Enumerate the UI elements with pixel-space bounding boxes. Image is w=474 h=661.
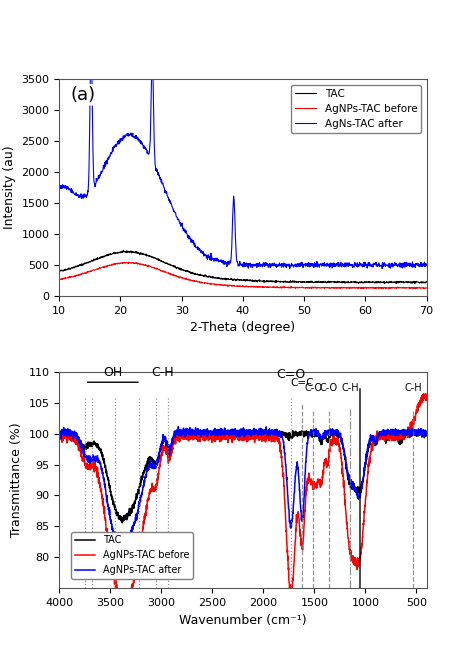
TAC [216, 274, 222, 282]
AgNs-TAC after [88, 39, 94, 47]
TAC [235, 430, 241, 438]
AgNPs-TAC before [226, 434, 231, 442]
X-axis label: Wavenumber (cm⁻¹): Wavenumber (cm⁻¹) [179, 613, 307, 627]
Text: C-H: C-H [341, 383, 359, 393]
Text: OH: OH [103, 366, 122, 379]
AgNPs-TAC after [236, 428, 241, 436]
TAC [257, 277, 263, 285]
AgNPs-TAC before [120, 600, 126, 607]
TAC [250, 276, 255, 284]
AgNPs-TAC before [126, 258, 131, 266]
AgNPs-TAC before [346, 538, 352, 546]
AgNPs-TAC after [413, 430, 419, 438]
TAC [226, 430, 231, 438]
TAC [346, 479, 352, 486]
Line: TAC: TAC [59, 251, 427, 284]
Y-axis label: Transmittance (%): Transmittance (%) [10, 422, 23, 537]
AgNs-TAC after [216, 256, 222, 264]
AgNs-TAC after [118, 136, 124, 144]
TAC [75, 441, 81, 449]
Text: C-O: C-O [319, 383, 337, 393]
AgNs-TAC after [257, 262, 263, 270]
AgNPs-TAC before [381, 285, 386, 293]
Line: AgNPs-TAC before: AgNPs-TAC before [59, 262, 427, 289]
TAC [181, 266, 186, 274]
Text: C-O: C-O [304, 383, 322, 393]
Text: C-H: C-H [151, 366, 173, 379]
Line: AgNPs-TAC after: AgNPs-TAC after [59, 426, 427, 548]
AgNPs-TAC after [413, 427, 419, 435]
Line: TAC: TAC [59, 429, 427, 523]
TAC [56, 431, 62, 439]
AgNPs-TAC after [175, 422, 181, 430]
TAC [394, 280, 400, 288]
AgNPs-TAC before [250, 283, 255, 291]
TAC [119, 519, 125, 527]
AgNPs-TAC before [105, 262, 111, 270]
TAC [118, 248, 124, 256]
Legend: TAC, AgNPs-TAC before, AgNPs-TAC after: TAC, AgNPs-TAC before, AgNPs-TAC after [72, 531, 193, 579]
AgNs-TAC after [181, 227, 186, 235]
X-axis label: 2-Theta (degree): 2-Theta (degree) [191, 321, 295, 334]
TAC [424, 429, 429, 437]
AgNPs-TAC after [424, 429, 429, 437]
TAC [413, 428, 419, 436]
AgNs-TAC after [250, 262, 255, 270]
Y-axis label: Intensity (au): Intensity (au) [3, 146, 16, 229]
AgNs-TAC after [56, 185, 62, 193]
AgNPs-TAC before [181, 274, 186, 282]
TAC [413, 430, 419, 438]
AgNPs-TAC before [118, 259, 124, 267]
AgNPs-TAC before [56, 433, 62, 441]
Text: C-H: C-H [404, 383, 422, 393]
AgNPs-TAC before [424, 284, 429, 292]
TAC [313, 425, 319, 433]
AgNPs-TAC after [75, 436, 81, 444]
Text: C=C: C=C [291, 378, 314, 389]
AgNPs-TAC after [56, 428, 62, 436]
Line: AgNs-TAC after: AgNs-TAC after [59, 43, 427, 268]
AgNPs-TAC before [75, 440, 81, 448]
AgNPs-TAC before [257, 282, 263, 290]
TAC [424, 278, 429, 286]
TAC [120, 247, 126, 254]
AgNPs-TAC after [118, 544, 124, 552]
AgNs-TAC after [424, 261, 429, 269]
AgNs-TAC after [379, 264, 385, 272]
Text: (b): (b) [140, 555, 165, 573]
Text: C=O: C=O [276, 368, 306, 381]
TAC [105, 251, 111, 258]
AgNPs-TAC before [56, 276, 62, 284]
Line: AgNPs-TAC before: AgNPs-TAC before [59, 394, 427, 603]
AgNPs-TAC before [424, 393, 429, 401]
AgNs-TAC after [105, 156, 111, 164]
AgNPs-TAC before [235, 434, 241, 442]
AgNPs-TAC before [413, 407, 419, 415]
AgNPs-TAC after [226, 428, 231, 436]
TAC [56, 267, 62, 275]
AgNPs-TAC before [423, 390, 428, 398]
AgNPs-TAC before [216, 281, 222, 289]
Legend: TAC, AgNPs-TAC before, AgNs-TAC after: TAC, AgNPs-TAC before, AgNs-TAC after [291, 85, 421, 134]
Text: (a): (a) [70, 86, 95, 104]
AgNPs-TAC before [413, 410, 419, 418]
AgNPs-TAC after [346, 471, 352, 479]
